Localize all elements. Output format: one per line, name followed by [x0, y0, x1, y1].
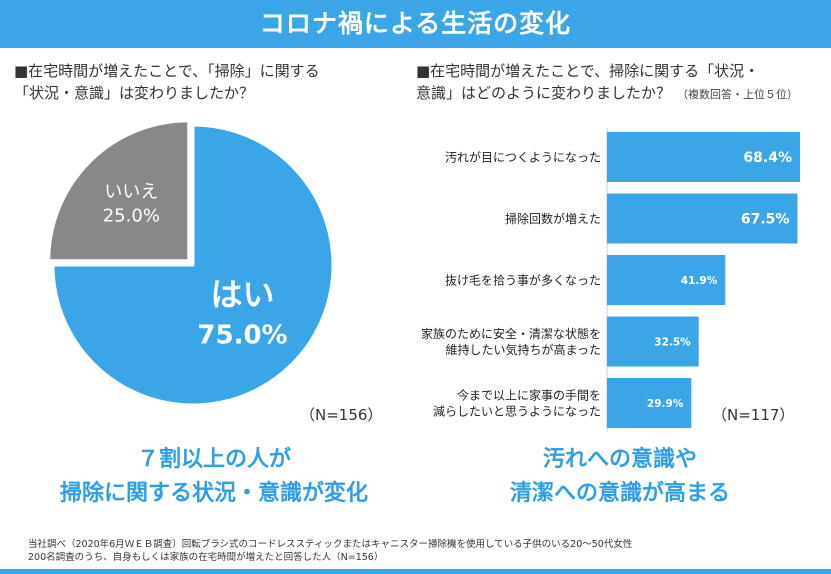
pie-label-yes: はい — [210, 276, 274, 314]
pie-slice-yes — [51, 123, 335, 407]
pie-label-no: いいえ — [104, 182, 158, 203]
bar-4 — [607, 316, 699, 367]
bar-category-label-3: 抜け毛を拾う事が多くなった — [445, 273, 601, 288]
footnote-line1: 当社調べ（2020年6月ＷＥＢ調査）回転ブラシ式のコードレススティックまたはキャ… — [28, 539, 633, 550]
page-title: コロナ禍による生活の変化 — [259, 9, 572, 38]
footnote-line2: 200名調査のうち、自身もしくは家族の在宅時間が増えたと回答した人（N=156） — [28, 552, 384, 563]
right-question-line2: 意識」はどのように変わりましたか？ — [416, 84, 672, 102]
left-conclusion-line1: ７割以上の人が — [136, 447, 291, 472]
right-conclusion-line1: 汚れへの意識や — [542, 447, 697, 472]
footnote: 当社調べ（2020年6月ＷＥＢ調査）回転ブラシ式のコードレススティックまたはキャ… — [28, 538, 632, 564]
pie-value-no: 25.0% — [103, 206, 160, 227]
right-question-note: （複数回答・上位５位） — [677, 88, 799, 101]
bar-value-label-2: 67.5% — [741, 212, 790, 228]
bar-3 — [607, 255, 726, 305]
bar-value-label-1: 68.4% — [743, 150, 792, 166]
bottom-bar — [0, 569, 831, 574]
bar-value-label-4: 32.5% — [654, 337, 691, 349]
right-conclusion-line2: 清潔への意識が高まる — [509, 481, 730, 506]
bar-category-label-5: 今まで以上に家事の手間を — [457, 388, 601, 403]
bar-5 — [607, 378, 692, 428]
bar-category-label-4: 家族のために安全・清潔な状態を — [421, 326, 601, 341]
bar-category-label-2: 掃除回数が増えた — [505, 211, 601, 226]
bar-2 — [607, 193, 798, 244]
right-conclusion: 汚れへの意識や 清潔への意識が高まる — [420, 443, 820, 511]
left-question: ■在宅時間が増えたことで、「掃除」に関する 「状況・意識」は変わりましたか？ — [14, 60, 394, 104]
bar-1 — [607, 132, 800, 182]
header-bar — [0, 0, 831, 48]
bar-category-label-1: 汚れが目につくようになった — [445, 150, 601, 165]
bar-category-label-5: 減らしたいと思うようになった — [433, 404, 601, 419]
left-conclusion-line2: 掃除に関する状況・意識が変化 — [59, 481, 368, 506]
left-question-line2: 「状況・意識」は変わりましたか？ — [14, 84, 255, 102]
right-sample-size: （N=117） — [712, 406, 795, 424]
left-conclusion: ７割以上の人が 掃除に関する状況・意識が変化 — [14, 443, 414, 511]
pie-slice-no — [47, 119, 191, 263]
bar-value-label-5: 29.9% — [647, 398, 684, 410]
left-question-line1: ■在宅時間が増えたことで、「掃除」に関する — [14, 62, 320, 80]
right-question-line1: ■在宅時間が増えたことで、掃除に関する「状況・ — [416, 62, 760, 80]
pie-value-yes: 75.0% — [197, 321, 287, 351]
bar-value-label-3: 41.9% — [681, 275, 718, 287]
right-question: ■在宅時間が増えたことで、掃除に関する「状況・ 意識」はどのように変わりましたか… — [416, 60, 826, 106]
left-sample-size: （N=156） — [300, 406, 383, 424]
bar-category-label-4: 維持したい気持ちが高まった — [445, 342, 601, 357]
